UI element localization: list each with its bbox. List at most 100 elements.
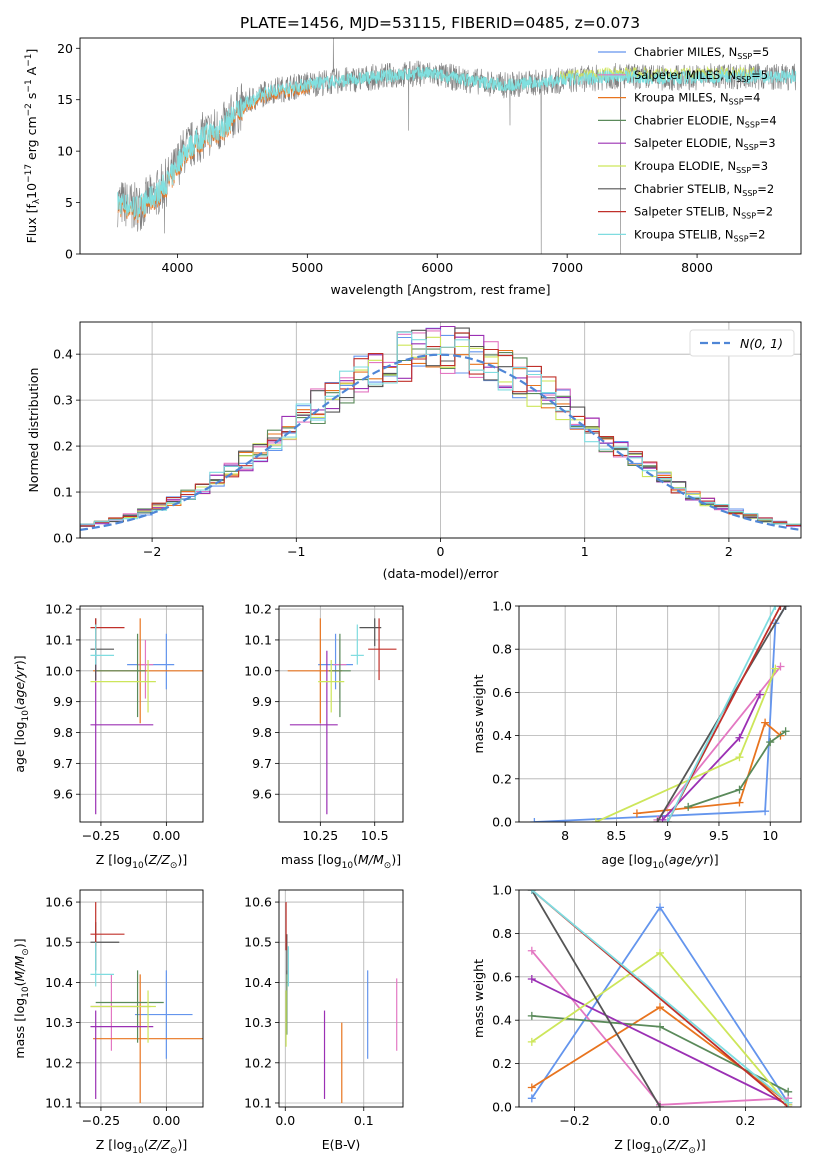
y-tick-label: 15 [57, 92, 73, 107]
y-axis-label-part: erg cm [24, 116, 39, 164]
y-tick-label: 10.5 [244, 935, 272, 950]
x-axis-label-part: )] [391, 852, 401, 867]
weight-marker [771, 664, 780, 673]
x-tick-label: 10 [762, 828, 778, 843]
plot-area [90, 902, 203, 1103]
error-point-5 [90, 990, 156, 1043]
x-axis-label-part: 10 [651, 1146, 663, 1156]
x-axis-label-part: mass [log [281, 852, 342, 867]
weight-marker [658, 815, 667, 822]
x-axis-label-part: age/yr [669, 852, 710, 867]
x-tick-label: 4000 [162, 260, 194, 275]
legend-sub: SSP [742, 189, 757, 198]
x-axis-label-part: )] [177, 1137, 187, 1152]
legend-name: Kroupa STELIB, N [634, 227, 734, 241]
plot-area [527, 890, 793, 1107]
y-axis-label-part: )] [12, 938, 27, 948]
x-tick-label: 0.00 [152, 828, 180, 843]
y-tick-label: 10.2 [244, 602, 272, 617]
legend-sub: SSP [737, 52, 752, 61]
y-tick-label: 0.0 [492, 815, 512, 830]
error-point-8 [90, 942, 115, 987]
error-point-8 [350, 624, 364, 665]
x-tick-label: 1 [581, 544, 589, 559]
weight-line [531, 978, 789, 1106]
x-axis-label-part: Z/Z [666, 1137, 689, 1152]
panel-age_vs_Z: −0.25 0.009.69.79.89.910.010.110.2Z [log1… [12, 602, 204, 871]
error-point-5 [90, 660, 156, 713]
x-axis-label-part: Z [log [96, 852, 132, 867]
y-tick-label: 9.6 [53, 787, 73, 802]
legend-sub: SSP [736, 75, 751, 84]
y-tick-label: 10.1 [244, 632, 272, 647]
y-tick-label: 0.6 [492, 969, 512, 984]
y-tick-label: 10.3 [244, 1015, 272, 1030]
legend-sub: SSP [745, 120, 760, 129]
plot-area [90, 618, 203, 815]
weight-marker [527, 974, 536, 983]
legend-label: N(0, 1) [740, 336, 783, 351]
legend-sub: SSP [729, 98, 744, 107]
y-axis-label-part: s [24, 93, 39, 104]
weight-marker [527, 1094, 536, 1103]
x-tick-label: 8.5 [606, 828, 626, 843]
error-point-7 [368, 618, 397, 681]
y-tick-label: 9.8 [252, 725, 272, 740]
legend-sub: SSP [744, 143, 759, 152]
y-tick-label: 10.1 [244, 1095, 272, 1110]
x-axis-label-part: age [log [601, 852, 652, 867]
weight-marker [735, 798, 744, 807]
y-axis-label-part: −17 [24, 164, 34, 183]
y-axis-label: mass weight [471, 674, 486, 753]
y-axis-label-part: −1 [24, 79, 34, 92]
legend-suffix: =2 [757, 182, 774, 196]
weight-line [531, 890, 661, 1107]
x-axis-label-part: )] [696, 1137, 706, 1152]
error-point-7 [90, 902, 125, 947]
y-axis-label-part: ( [12, 705, 27, 710]
x-axis-label-part: ( [664, 852, 669, 867]
y-tick-label: 0.0 [492, 1100, 512, 1115]
x-axis-label-part: 10 [132, 1146, 144, 1156]
legend-label: Kroupa ELODIE, NSSP=3 [634, 159, 768, 175]
y-axis-label-part: ⊙ [21, 948, 31, 956]
x-axis-label-part: M/M [358, 852, 384, 867]
axes: 4000 5000 6000 7000 8000 0 5 10 15 20 wavelength [… [24, 37, 802, 297]
legend-label: Kroupa MILES, NSSP=4 [634, 91, 760, 107]
x-tick-label: −2 [143, 544, 161, 559]
y-tick-label: 20 [57, 41, 73, 56]
legend-suffix: =5 [752, 45, 769, 59]
x-axis-label: age [log10(age/yr)] [601, 852, 718, 871]
x-axis-label-part: Z/Z [148, 1137, 171, 1152]
x-axis-label-part: ⊙ [688, 1146, 696, 1156]
y-axis-label-part: M/M [12, 955, 27, 981]
error-point-1 [90, 974, 151, 1051]
legend-label: Kroupa STELIB, NSSP=2 [634, 227, 765, 243]
weight-marker [527, 890, 536, 894]
y-tick-label: 0.4 [492, 728, 512, 743]
weight-marker [684, 802, 693, 811]
weight-marker [735, 733, 744, 742]
y-axis-label-part: mass [log [12, 998, 27, 1059]
x-axis-label-part: ( [144, 1137, 149, 1152]
plot-area [530, 606, 790, 822]
legend-suffix: =2 [756, 205, 773, 219]
x-axis-label-part: ( [353, 852, 358, 867]
panel-age_vs_mass: 10.25 10.5 9.6 9.7 9.8 9.9 10.0 10.1 10.2 mass [l… [244, 602, 404, 871]
y-axis-label: age [log10(age/yr)] [12, 655, 31, 772]
weight-series-5 [591, 664, 780, 822]
y-tick-label: 0.4 [492, 1013, 512, 1028]
legend-label: Salpeter STELIB, NSSP=2 [634, 205, 773, 221]
histogram-7 [80, 332, 801, 538]
x-axis-label: Z [log10(Z/Z⊙)] [614, 1137, 705, 1156]
y-axis-label-part: −2 [24, 103, 34, 116]
x-tick-label: 0.00 [152, 1113, 180, 1128]
panel-spectrum: 4000 5000 6000 7000 8000 0 5 10 15 20 wavelength [… [24, 37, 802, 297]
weight-marker [527, 1037, 536, 1046]
weight-marker [530, 818, 539, 822]
legend-suffix: =4 [760, 113, 777, 127]
y-tick-label: 10 [57, 144, 73, 159]
y-tick-label: 10.0 [45, 663, 73, 678]
y-axis-label-part: 10 [21, 710, 31, 722]
